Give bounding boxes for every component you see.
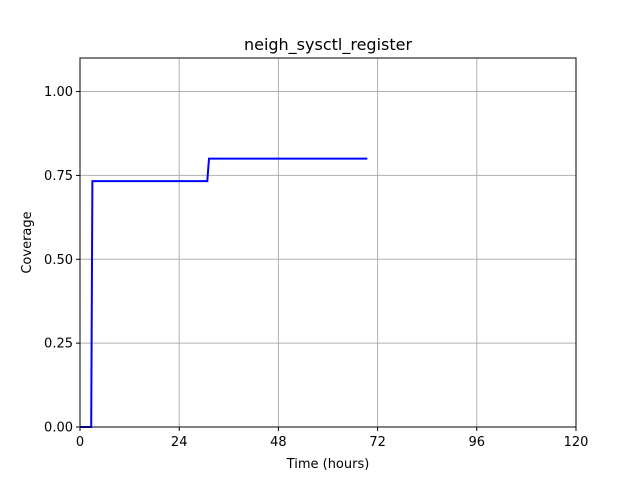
y-tick-label: 1.00 <box>44 85 73 100</box>
x-axis-title: Time (hours) <box>286 457 370 472</box>
x-tick-label: 72 <box>369 435 386 450</box>
x-tick-label: 0 <box>76 435 84 450</box>
y-axis-title: Coverage <box>20 211 35 273</box>
x-tick-label: 96 <box>469 435 486 450</box>
y-tick-label: 0.50 <box>44 253 73 268</box>
x-tick-label: 48 <box>270 435 287 450</box>
y-tick-label: 0.75 <box>44 169 73 184</box>
y-tick-label: 0.00 <box>44 421 73 436</box>
x-tick-label: 24 <box>171 435 188 450</box>
chart-title: neigh_sysctl_register <box>244 35 413 55</box>
ticks-layer: 0 24 48 72 96 120 0.00 0.25 0.50 0.75 1.00 <box>44 85 588 450</box>
x-tick-label: 120 <box>564 435 589 450</box>
plot-frame <box>79 57 577 428</box>
y-tick-label: 0.25 <box>44 337 73 352</box>
